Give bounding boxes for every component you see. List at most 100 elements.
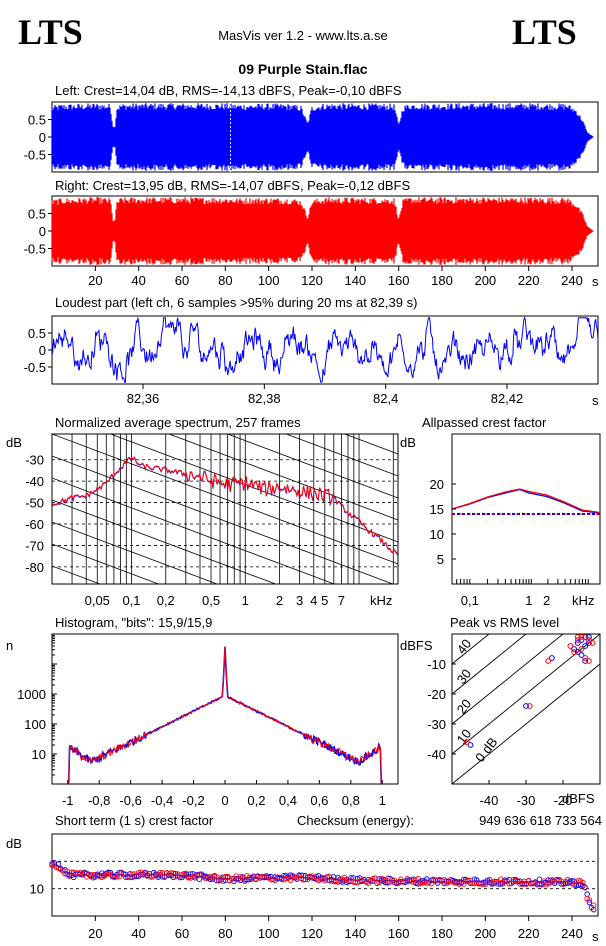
peak-rms-point-left [574, 649, 581, 655]
peak-rms-diag [452, 634, 490, 665]
right-waveform-xtick-label: 240 [561, 273, 583, 288]
spectrum-ytick-label: -80 [25, 560, 44, 575]
histogram-ytick-label: 10 [32, 747, 46, 762]
peak-rms-ytick-label: -20 [427, 687, 446, 702]
right-waveform-xtick-label: 140 [344, 273, 366, 288]
histogram-xtick-label: 0 [221, 793, 228, 808]
loudest-ytick-label: 0 [39, 343, 46, 358]
spectrum-slope [52, 455, 394, 584]
short-crest-xtick-label: 180 [431, 926, 453, 941]
spectrum-xtick-label: 0,5 [202, 593, 220, 608]
peak-rms-point-right [574, 634, 581, 640]
peak-rms-ytick-label: -40 [427, 747, 446, 762]
spectrum-slope [285, 434, 398, 477]
spectrum-title: Normalized average spectrum, 257 frames [55, 415, 301, 430]
allpass-ytick-label: 15 [430, 502, 444, 517]
spectrum-slope [52, 434, 398, 565]
peak-rms-point-right [586, 658, 592, 664]
spectrum-ytick-label: -70 [25, 538, 44, 553]
histogram-xtick-label: -0,8 [88, 793, 110, 808]
short-crest-xtick-label: 80 [218, 926, 232, 941]
peak-rms-xtick-label: -30 [517, 793, 536, 808]
spectrum-ytick-label: -60 [25, 517, 44, 532]
spectrum-xtick-label: 1 [242, 593, 249, 608]
file-title: 09 Purple Stain.flac [238, 61, 367, 77]
spectrum-slope [226, 434, 398, 499]
histogram-left [67, 646, 383, 785]
histogram-xtick-label: -0,4 [151, 793, 173, 808]
peak-rms-point-right [578, 646, 585, 652]
spectrum-slope [52, 565, 102, 584]
spectrum-xtick-label: 0,05 [85, 593, 110, 608]
right-waveform-title: Right: Crest=13,95 dB, RMS=-14,07 dBFS, … [55, 178, 410, 193]
short-crest-point-left [569, 878, 575, 884]
spectrum-ytick-label: -40 [25, 474, 44, 489]
peak-rms-point-right [567, 643, 574, 649]
short-crest-point-left [55, 861, 62, 867]
short-crest-point-right [580, 879, 586, 886]
left-waveform-title: Left: Crest=14,04 dB, RMS=-14,13 dBFS, P… [55, 83, 402, 98]
short-crest-point-right [369, 876, 376, 882]
peak-rms-point-left [549, 655, 555, 661]
checksum-value: 949 636 618 733 564 [479, 813, 602, 828]
peak-rms-diag [452, 634, 600, 755]
histogram-right [67, 646, 383, 785]
allpass-x-unit: kHz [572, 593, 594, 608]
peak-rms-diag-label: 10 [454, 726, 475, 747]
short-crest-xtick-label: 200 [474, 926, 496, 941]
peak-rms-point-left [586, 634, 592, 640]
short-crest-point-left [521, 881, 528, 887]
short-crest-point-right [157, 869, 164, 876]
peak-rms-point-left [571, 646, 577, 652]
histogram-xtick-label: 1 [379, 793, 386, 808]
short-crest-ytick-label: 10 [30, 882, 44, 897]
spectrum-y-label: dB [6, 435, 22, 450]
peak-rms-point-right [586, 637, 592, 643]
right-waveform-xtick-label: 220 [518, 273, 540, 288]
spectrum-slope [167, 434, 398, 521]
short-crest-point-right [224, 873, 231, 880]
spectrum-xtick-label: 4 [310, 593, 317, 608]
loudest-xtick-label: 82,38 [248, 391, 281, 406]
allpass-y-label: dB [400, 435, 416, 450]
short-crest-point-right [502, 878, 508, 885]
histogram-ytick-label: 1000 [17, 687, 46, 702]
short-crest-xtick-label: 40 [131, 926, 145, 941]
short-crest-xtick-label: 140 [344, 926, 366, 941]
peak-rms-point-right [571, 649, 577, 655]
short-crest-point-left [348, 875, 354, 881]
short-crest-xtick-label: 20 [88, 926, 102, 941]
peak-rms-diag-label: 30 [454, 666, 475, 687]
checksum-label: Checksum (energy): [297, 813, 414, 828]
peak-rms-diag-label: 40 [454, 636, 475, 657]
loudest-part-x-unit: s [592, 393, 599, 408]
histogram-xtick-label: -1 [62, 793, 74, 808]
peak-rms-diag-label: 0 dB [472, 735, 500, 765]
peak-rms-diag [452, 634, 564, 725]
left-waveform-signal [51, 103, 594, 171]
loudest-xtick-label: 82,4 [373, 391, 398, 406]
short-crest-xtick-label: 120 [301, 926, 323, 941]
peak-rms-x-unit: dBFS [562, 791, 595, 806]
right-waveform-xtick-label: 60 [175, 273, 189, 288]
peak-rms-point-left [523, 703, 529, 709]
spectrum-ytick-label: -30 [25, 453, 44, 468]
short-crest-xtick-label: 100 [258, 926, 280, 941]
spectrum-curve-left [52, 456, 398, 556]
right-waveform-xtick-label: 40 [131, 273, 145, 288]
peak-rms-point-left [574, 640, 581, 646]
histogram-xtick-label: 0,2 [247, 793, 265, 808]
short-crest-x-unit: s [592, 929, 599, 944]
short-crest-point-left [159, 874, 166, 880]
short-crest-xtick-label: 220 [518, 926, 540, 941]
right-waveform-x-unit: s [592, 274, 599, 289]
short-crest-frame [51, 833, 599, 917]
spectrum-grid [52, 434, 398, 584]
peak-rms-point-right [545, 658, 552, 664]
peak-rms-point-left [578, 652, 585, 658]
histogram-xtick-label: 0,8 [342, 793, 360, 808]
peak-rms-point-right [574, 637, 581, 643]
short-term-crest-title: Short term (1 s) crest factor [55, 813, 214, 828]
loudest-ytick-label: -0.5 [24, 360, 46, 375]
